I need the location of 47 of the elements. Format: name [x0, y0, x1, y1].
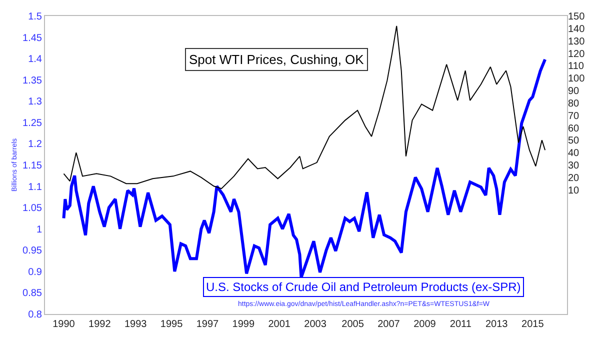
y-tick-label: 1.4: [28, 54, 42, 66]
y2-tick-label: 10: [568, 185, 580, 196]
x-tick-label: 1990: [52, 319, 76, 330]
series-label: U.S. Stocks of Crude Oil and Petroleum Products (ex-SPR): [206, 280, 521, 294]
y2-tick-label: 100: [568, 74, 586, 85]
x-tick-label: 1999: [232, 319, 255, 330]
x-tick-label: 2007: [378, 319, 400, 330]
y-tick-label: 1.45: [22, 32, 42, 44]
x-tick-label: 2005: [342, 319, 364, 330]
y2-tick-label: 130: [568, 36, 586, 48]
y-tick-label: 1.15: [22, 160, 42, 172]
y2-tick-label: 140: [568, 24, 586, 35]
line-series: [63, 25, 546, 190]
x-tick-label: 1993: [124, 319, 148, 330]
y2-tick-label: 40: [568, 148, 580, 160]
y-tick-label: 0.8: [28, 310, 42, 320]
y2-tick-label: 110: [568, 61, 584, 72]
x-tick-label: 1992: [88, 319, 112, 330]
y-tick-label: 1.1: [28, 182, 42, 193]
y-tick-label: 1: [36, 224, 42, 236]
y2-tick-label: 30: [568, 160, 580, 172]
series-label: Spot WTI Prices, Cushing, OK: [189, 52, 364, 67]
x-tick-label: 2001: [268, 319, 291, 330]
y-tick-label: 1.3: [28, 96, 42, 108]
y-tick-label: 1.05: [22, 203, 42, 214]
x-tick-label: 2003: [304, 319, 327, 330]
y2-tick-label: 150: [568, 12, 586, 22]
y2-tick-label: 60: [568, 123, 580, 134]
y-tick-label: 1.35: [22, 75, 42, 86]
y2-tick-label: 70: [568, 110, 580, 122]
y-tick-label: 0.85: [22, 288, 42, 300]
x-tick-label: 2009: [414, 319, 436, 330]
y2-tick-label: 90: [568, 86, 580, 97]
y2-tick-label: 80: [568, 98, 580, 110]
x-tick-label: 2015: [522, 319, 544, 330]
y2-tick-label: 50: [568, 136, 580, 147]
y2-tick-label: 120: [568, 48, 586, 60]
x-tick-label: 1995: [160, 319, 184, 330]
x-tick-label: 1997: [196, 319, 220, 330]
x-tick-label: 2011: [450, 319, 472, 330]
y-tick-label: 1.2: [28, 139, 42, 150]
y-tick-label: 0.9: [28, 266, 42, 278]
y-tick-label: 1.5: [28, 12, 42, 22]
y2-tick-label: 20: [568, 172, 580, 184]
y-tick-label: 1.25: [22, 118, 42, 129]
x-tick-label: 2013: [485, 319, 508, 330]
y-tick-label: 0.95: [22, 246, 42, 257]
